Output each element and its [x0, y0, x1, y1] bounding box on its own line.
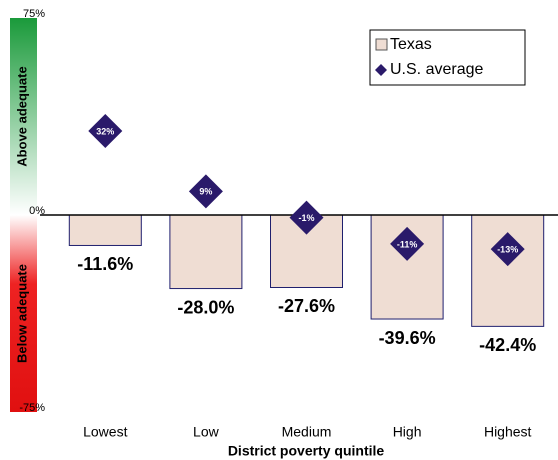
- bar: [169, 214, 243, 290]
- marker-value-label: -11%: [397, 239, 418, 249]
- below-label: Below adequate: [14, 264, 29, 363]
- marker-value-label: -13%: [497, 245, 518, 255]
- marker-value-label: -1%: [298, 213, 314, 223]
- legend-swatch: [375, 38, 388, 51]
- bar-value-label: -42.4%: [479, 335, 536, 355]
- x-tick-label: Highest: [484, 424, 532, 440]
- x-axis-label: District poverty quintile: [228, 443, 385, 459]
- legend-swatch: [375, 64, 387, 76]
- x-tick-label: High: [393, 424, 422, 440]
- legend-box: [369, 29, 526, 86]
- marker-value-label: 9%: [199, 187, 212, 197]
- x-tick-label: Lowest: [83, 424, 127, 440]
- bar: [68, 214, 142, 246]
- x-tick-label: Medium: [282, 424, 332, 440]
- y-tick-label: 75%: [23, 8, 45, 20]
- bar-value-label: -39.6%: [379, 328, 436, 348]
- diamond-marker: [289, 200, 324, 235]
- bar-value-label: -11.6%: [77, 254, 133, 274]
- diamond-marker: [390, 226, 425, 261]
- y-tick-label: 0%: [29, 205, 45, 217]
- marker-value-label: 32%: [96, 126, 114, 136]
- above-label: Above adequate: [14, 66, 29, 166]
- x-tick-label: Low: [193, 424, 220, 440]
- legend-label: Texas: [390, 36, 432, 53]
- above-region: [10, 18, 37, 215]
- diamond-marker: [490, 232, 525, 267]
- diamond-marker: [188, 174, 223, 209]
- y-tick-label: -75%: [19, 402, 45, 414]
- bar-value-label: -28.0%: [177, 297, 234, 317]
- diamond-marker: [88, 113, 123, 148]
- bar-value-label: -27.6%: [278, 296, 335, 316]
- legend-label: U.S. average: [390, 61, 483, 78]
- below-region: [10, 215, 37, 412]
- bar: [471, 214, 545, 327]
